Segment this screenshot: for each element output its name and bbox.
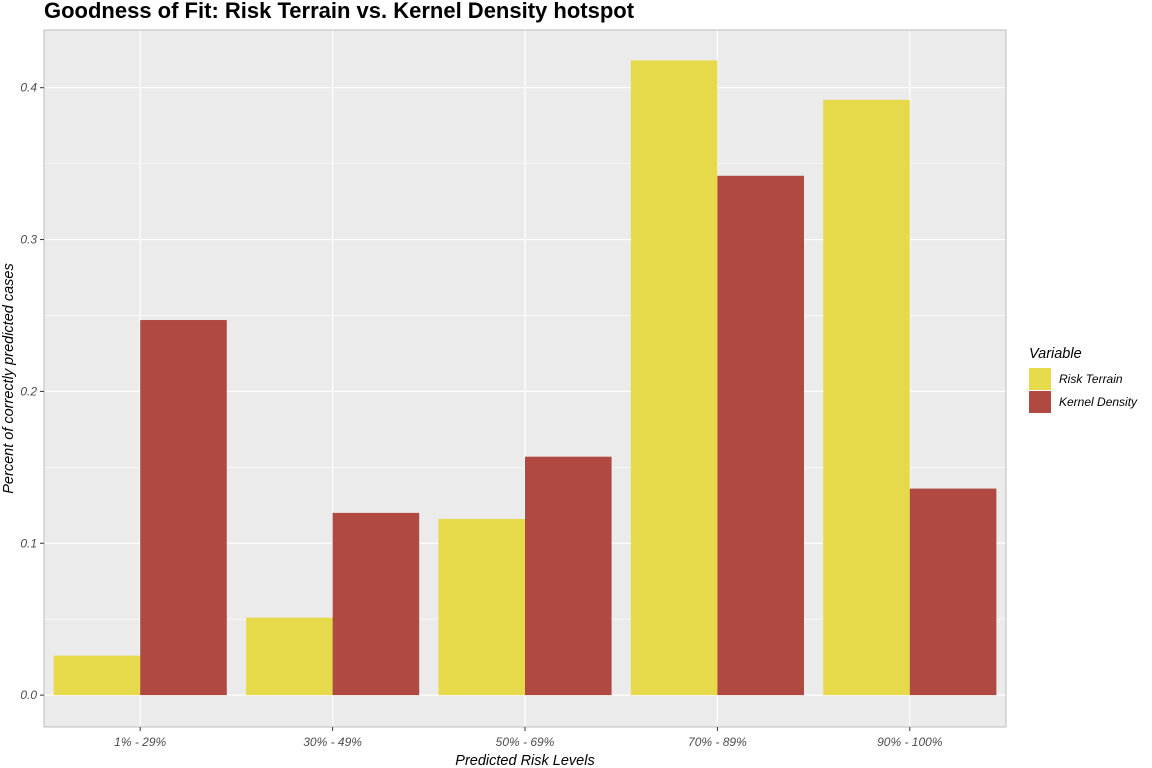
bars: [53, 60, 997, 696]
legend-key: [1029, 368, 1051, 390]
bar: [140, 320, 227, 696]
axes: 0.0 0.1 0.2 0.3 0.4 1% - 29% 30% - 49% 50% - 69…: [20, 29, 1007, 749]
x-tick-label: 70% - 89%: [688, 735, 747, 749]
bar: [332, 512, 420, 696]
y-tick-label: 0.0: [20, 688, 37, 702]
x-tick-label: 30% - 49%: [303, 735, 362, 749]
legend-key: [1029, 391, 1051, 413]
y-tick-label: 0.4: [20, 81, 37, 95]
bar: [630, 60, 718, 696]
bar: [53, 655, 141, 696]
bar: [246, 617, 333, 696]
bar: [823, 99, 910, 696]
x-tick-label: 1% - 29%: [114, 735, 166, 749]
legend-title: Variable: [1029, 346, 1082, 362]
legend-label: Kernel Density: [1059, 395, 1138, 409]
legend: Variable Risk Terrain Kernel Density: [1029, 346, 1138, 413]
x-tick-label: 50% - 69%: [496, 735, 555, 749]
y-tick-label: 0.1: [20, 536, 37, 550]
y-tick-label: 0.2: [20, 384, 37, 398]
x-tick-label: 90% - 100%: [877, 735, 943, 749]
legend-label: Risk Terrain: [1059, 372, 1123, 386]
bar: [525, 456, 612, 696]
bar: [909, 488, 997, 696]
chart-title: Goodness of Fit: Risk Terrain vs. Kernel…: [44, 0, 635, 23]
y-axis-title: Percent of correctly predicted cases: [1, 263, 17, 494]
bar: [717, 175, 804, 696]
bar: [438, 518, 525, 696]
y-tick-label: 0.3: [20, 233, 37, 247]
x-axis-title: Predicted Risk Levels: [455, 753, 594, 768]
